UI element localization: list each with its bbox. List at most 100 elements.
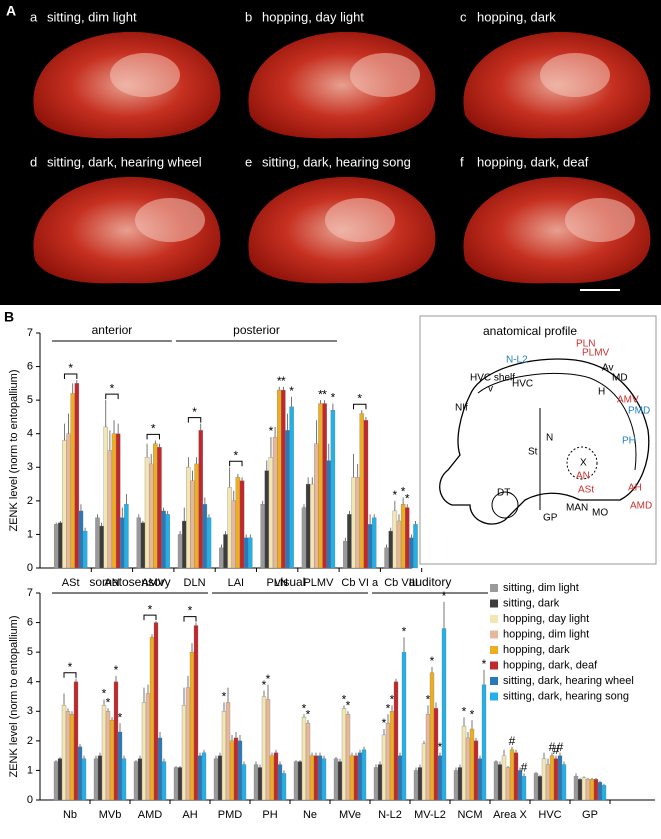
bar [81, 758, 87, 801]
x-tick-label: N-L2 [378, 809, 402, 821]
bar [141, 702, 147, 801]
bar [82, 530, 88, 569]
bar [388, 530, 393, 569]
bar [185, 687, 191, 801]
anatomy-label: H [598, 387, 605, 398]
legend-swatch [490, 692, 498, 701]
legend-swatch [490, 599, 498, 608]
anatomy-label: NIf [455, 403, 468, 414]
y-tick-label: 0 [27, 562, 33, 574]
bar [473, 740, 479, 801]
bar [593, 779, 599, 801]
bar [97, 755, 103, 801]
bar [206, 517, 212, 569]
bar [441, 628, 447, 801]
bar [241, 764, 247, 801]
lamina [477, 372, 637, 471]
bar [269, 755, 275, 801]
x-tick-label: Area X [493, 809, 527, 821]
bar [105, 711, 111, 801]
bar [66, 433, 71, 569]
bar [389, 711, 395, 801]
anatomy-label: v [488, 384, 493, 395]
bar [371, 517, 377, 569]
y-tick-label: 5 [27, 646, 33, 658]
bar [101, 705, 107, 801]
bar [197, 755, 203, 801]
bar [231, 500, 237, 569]
bar [353, 755, 359, 801]
bar [186, 467, 191, 569]
bar [157, 446, 162, 569]
bar [533, 773, 539, 801]
bar [401, 651, 407, 801]
image-letter: b [245, 9, 252, 24]
bar [557, 755, 563, 801]
bar [277, 764, 283, 801]
bar [272, 436, 278, 569]
significance-mark: * [106, 696, 111, 710]
bar [413, 524, 418, 569]
significance-mark: * [102, 687, 107, 701]
bar [425, 714, 431, 801]
bar [357, 752, 363, 801]
y-tick-label: 4 [27, 428, 33, 440]
significance-mark: * [318, 387, 323, 401]
significance-mark: * [269, 424, 274, 438]
significance-mark: * [401, 485, 406, 499]
x-tick-label: AH [182, 809, 197, 821]
significance-mark: * [262, 678, 267, 692]
y-tick-label: 1 [27, 528, 33, 540]
bar [301, 507, 307, 569]
image-caption: hopping, day light [262, 9, 364, 24]
bar [261, 696, 267, 801]
bar [549, 755, 555, 801]
bar [481, 684, 487, 801]
bar [243, 537, 249, 569]
legend-label: hopping, dark [503, 644, 570, 656]
bar [107, 450, 113, 569]
image-caption: hopping, dark, deaf [477, 154, 589, 169]
group-label: anterior [92, 323, 133, 337]
bar [597, 782, 603, 801]
bar [253, 764, 259, 801]
bar [78, 510, 84, 569]
significance-bracket [229, 460, 243, 467]
y-axis-label: ZENK level (norm to entopallium) [8, 369, 20, 531]
y-tick-label: 6 [27, 616, 33, 628]
bar [537, 776, 543, 801]
legend-swatch [490, 615, 498, 623]
bar [248, 537, 253, 569]
bar [367, 524, 373, 569]
bar [161, 510, 166, 569]
x-tick-label: PH [262, 809, 277, 821]
group-label: visual [275, 575, 306, 589]
bar [268, 457, 274, 569]
significance-mark: * [402, 625, 407, 639]
bar [333, 758, 339, 801]
bar [349, 755, 355, 801]
significance-bracket [187, 417, 202, 423]
bar [233, 737, 239, 801]
bracket-mark: * [192, 405, 197, 419]
bar [73, 681, 79, 801]
bar [429, 672, 435, 801]
bar [103, 426, 108, 569]
significance-mark: * [277, 374, 282, 388]
bar [177, 534, 183, 569]
anatomy-label: MAN [566, 503, 588, 514]
bar [341, 708, 347, 801]
bar [577, 779, 583, 801]
x-tick-label: ASt [62, 577, 80, 589]
x-tick-label: MVe [339, 809, 361, 821]
significance-mark: * [281, 374, 286, 388]
significance-mark: * [382, 716, 387, 730]
significance-mark: * [470, 707, 475, 721]
anatomy-label: AMV [617, 395, 639, 406]
bar [273, 752, 279, 801]
significance-mark: # [521, 761, 528, 775]
legend-swatch [490, 584, 498, 592]
